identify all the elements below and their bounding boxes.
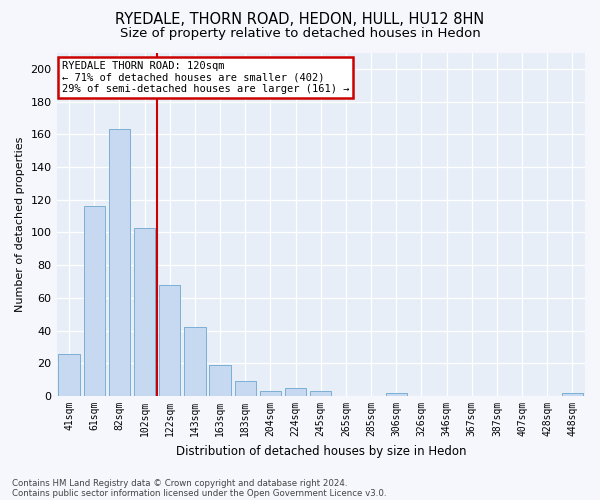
Bar <box>260 391 281 396</box>
Text: Size of property relative to detached houses in Hedon: Size of property relative to detached ho… <box>119 28 481 40</box>
Bar <box>184 328 206 396</box>
Text: Contains public sector information licensed under the Open Government Licence v3: Contains public sector information licen… <box>12 488 386 498</box>
Y-axis label: Number of detached properties: Number of detached properties <box>15 136 25 312</box>
Bar <box>134 228 155 396</box>
Bar <box>159 285 181 396</box>
Bar <box>562 393 583 396</box>
Bar <box>109 130 130 396</box>
Bar <box>235 382 256 396</box>
X-axis label: Distribution of detached houses by size in Hedon: Distribution of detached houses by size … <box>176 444 466 458</box>
Text: Contains HM Land Registry data © Crown copyright and database right 2024.: Contains HM Land Registry data © Crown c… <box>12 478 347 488</box>
Text: RYEDALE, THORN ROAD, HEDON, HULL, HU12 8HN: RYEDALE, THORN ROAD, HEDON, HULL, HU12 8… <box>115 12 485 28</box>
Bar <box>58 354 80 396</box>
Bar <box>386 393 407 396</box>
Bar <box>285 388 307 396</box>
Bar <box>83 206 105 396</box>
Text: RYEDALE THORN ROAD: 120sqm
← 71% of detached houses are smaller (402)
29% of sem: RYEDALE THORN ROAD: 120sqm ← 71% of deta… <box>62 61 349 94</box>
Bar <box>310 391 331 396</box>
Bar <box>209 365 231 396</box>
